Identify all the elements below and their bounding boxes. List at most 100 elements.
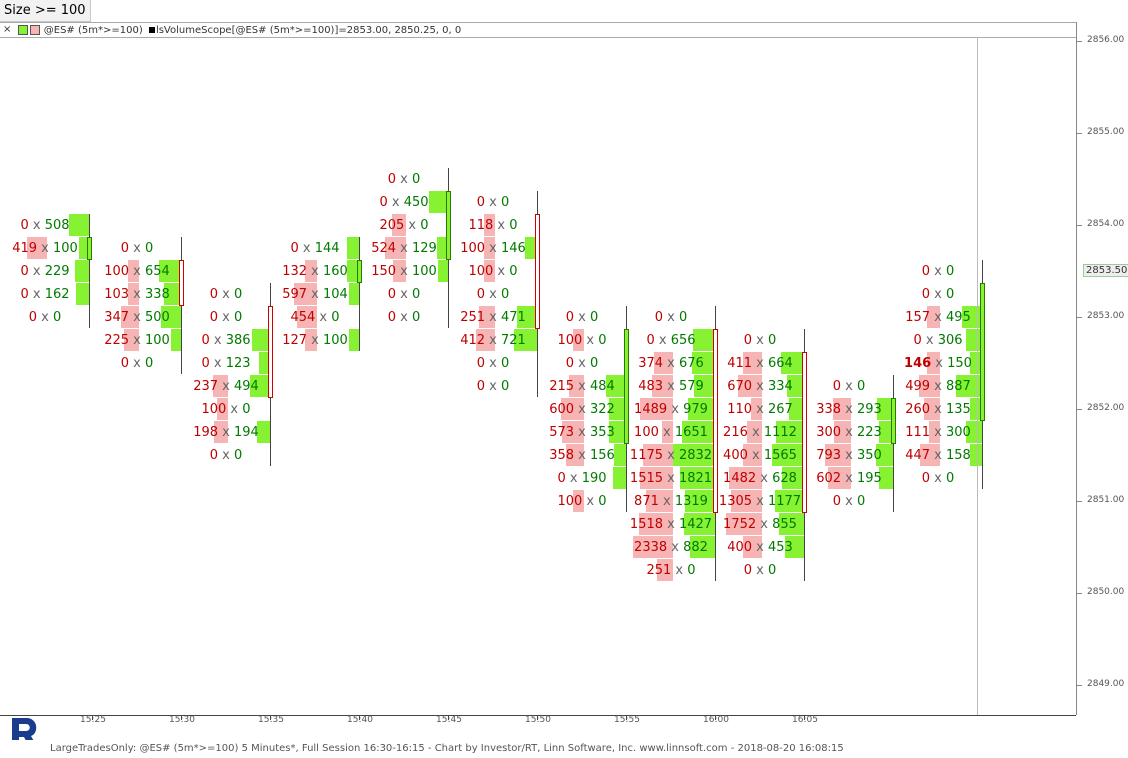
ask-volume: 654	[144, 264, 170, 279]
bid-ask-cell: 127 x 100	[267, 329, 363, 352]
bid-ask-cell: 0 x 0	[890, 467, 986, 490]
bid-volume: 1515	[629, 471, 664, 486]
bid-ask-cell: 573 x 353	[534, 421, 630, 444]
bid-volume: 0	[28, 310, 38, 325]
bid-volume: 260	[905, 402, 931, 417]
separator: x	[663, 310, 679, 325]
bid-volume-bar	[743, 444, 762, 466]
ask-volume: 0	[331, 310, 340, 325]
bid-ask-cell: 338 x 293	[801, 398, 897, 421]
bid-volume-bar	[27, 237, 47, 259]
bid-ask-cell: 670 x 334	[712, 375, 808, 398]
time-tick	[270, 716, 271, 720]
ask-volume-bar	[970, 444, 982, 466]
bid-volume-bar	[297, 306, 317, 328]
bid-volume: 0	[387, 172, 397, 187]
separator: x	[226, 402, 243, 417]
bid-volume-bar	[305, 329, 317, 351]
ask-volume-bar	[876, 444, 893, 466]
ask-volume-bar	[429, 191, 448, 213]
bid-volume: 602	[816, 471, 842, 486]
bid-ask-cell: 300 x 223	[801, 421, 897, 444]
ask-volume-bar	[956, 375, 982, 397]
time-label: 16:00	[703, 715, 729, 725]
ask-volume-bar	[877, 398, 893, 420]
bid-ask-cell: 0 x 0	[178, 283, 274, 306]
bid-volume: 1175	[629, 448, 664, 463]
separator: x	[752, 356, 768, 371]
ask-volume: 979	[683, 402, 708, 417]
ask-volume: 100	[322, 333, 348, 348]
bid-volume: 0	[201, 356, 210, 371]
time-tick	[359, 716, 360, 720]
ask-volume-bar	[970, 398, 982, 420]
ask-volume-bar	[694, 375, 715, 397]
ask-volume: 223	[856, 425, 882, 440]
bid-volume: 237	[193, 379, 219, 394]
bid-ask-cell: 251 x 471	[445, 306, 541, 329]
bid-volume: 132	[282, 264, 308, 279]
separator: x	[129, 287, 145, 302]
bid-volume-bar	[919, 375, 940, 397]
legend-symbol[interactable]: @ES# (5m*>=100)	[43, 25, 143, 36]
down-color-icon[interactable]	[29, 25, 40, 35]
bid-volume-bar	[743, 352, 762, 374]
status-footer: LargeTradesOnly: @ES# (5m*>=100) 5 Minut…	[0, 740, 1128, 757]
separator: x	[565, 471, 582, 486]
bid-ask-cell: 157 x 495	[890, 306, 986, 329]
separator: x	[396, 287, 412, 302]
time-tick	[448, 716, 449, 720]
ask-volume: 0	[945, 264, 955, 279]
bid-volume: 0	[379, 195, 388, 210]
close-icon[interactable]: ×	[3, 24, 12, 35]
size-filter-label[interactable]: Size >= 100	[0, 0, 91, 22]
ask-volume-bar	[970, 352, 982, 374]
ask-volume: 0	[589, 310, 599, 325]
ask-volume-bar	[609, 421, 626, 443]
ask-volume: 100	[52, 241, 78, 256]
ask-volume-bar	[250, 375, 270, 397]
bid-ask-cell: 793 x 350	[801, 444, 897, 467]
separator: x	[574, 379, 590, 394]
ask-volume-bar	[349, 329, 359, 351]
separator: x	[930, 379, 946, 394]
ask-volume-bar	[517, 306, 537, 328]
ask-volume: 100	[144, 333, 170, 348]
bid-volume: 0	[209, 448, 219, 463]
ask-volume: 0	[678, 310, 688, 325]
bid-ask-cell: 0 x 386	[178, 329, 274, 352]
separator: x	[930, 402, 946, 417]
ask-volume: 162	[44, 287, 70, 302]
bid-volume: 670	[727, 379, 753, 394]
bid-volume-bar	[385, 237, 406, 259]
ask-volume: 628	[772, 471, 797, 486]
bid-ask-cell: 871 x 1319	[623, 490, 719, 513]
bid-volume-bar	[920, 444, 940, 466]
up-color-icon[interactable]	[17, 25, 28, 35]
ask-volume-bar	[171, 329, 181, 351]
ask-volume-bar	[76, 283, 89, 305]
legend-study[interactable]: lsVolumeScope[@ES# (5m*>=100)]=2853.00, …	[155, 25, 462, 36]
current-price-label: 2853.50	[1083, 264, 1128, 277]
ask-volume-bar	[789, 398, 804, 420]
separator: x	[654, 333, 671, 348]
ask-volume: 123	[225, 356, 251, 371]
bid-volume: 103	[104, 287, 130, 302]
bid-ask-cell: 0 x 656	[623, 329, 719, 352]
bid-volume: 0	[921, 287, 931, 302]
separator: x	[747, 448, 764, 463]
time-label: 15:30	[169, 715, 195, 725]
bid-volume: 419	[12, 241, 38, 256]
ask-volume-bar	[606, 375, 626, 397]
bid-volume: 0	[476, 287, 486, 302]
bid-volume-bar	[569, 375, 584, 397]
separator: x	[28, 287, 45, 302]
bid-ask-cell: 205 x 0	[356, 214, 452, 237]
bid-volume: 0	[565, 356, 575, 371]
bid-volume-bar	[828, 467, 851, 489]
time-axis[interactable]: 15:25 15:30 15:35 15:40 15:45 15:50 15:55 16:00…	[0, 715, 1076, 741]
bid-volume-bar	[833, 398, 851, 420]
separator: x	[747, 425, 764, 440]
price-axis[interactable]: 2856.00 2855.00 2854.00 2853.00 2852.00 2851.…	[1076, 22, 1128, 715]
